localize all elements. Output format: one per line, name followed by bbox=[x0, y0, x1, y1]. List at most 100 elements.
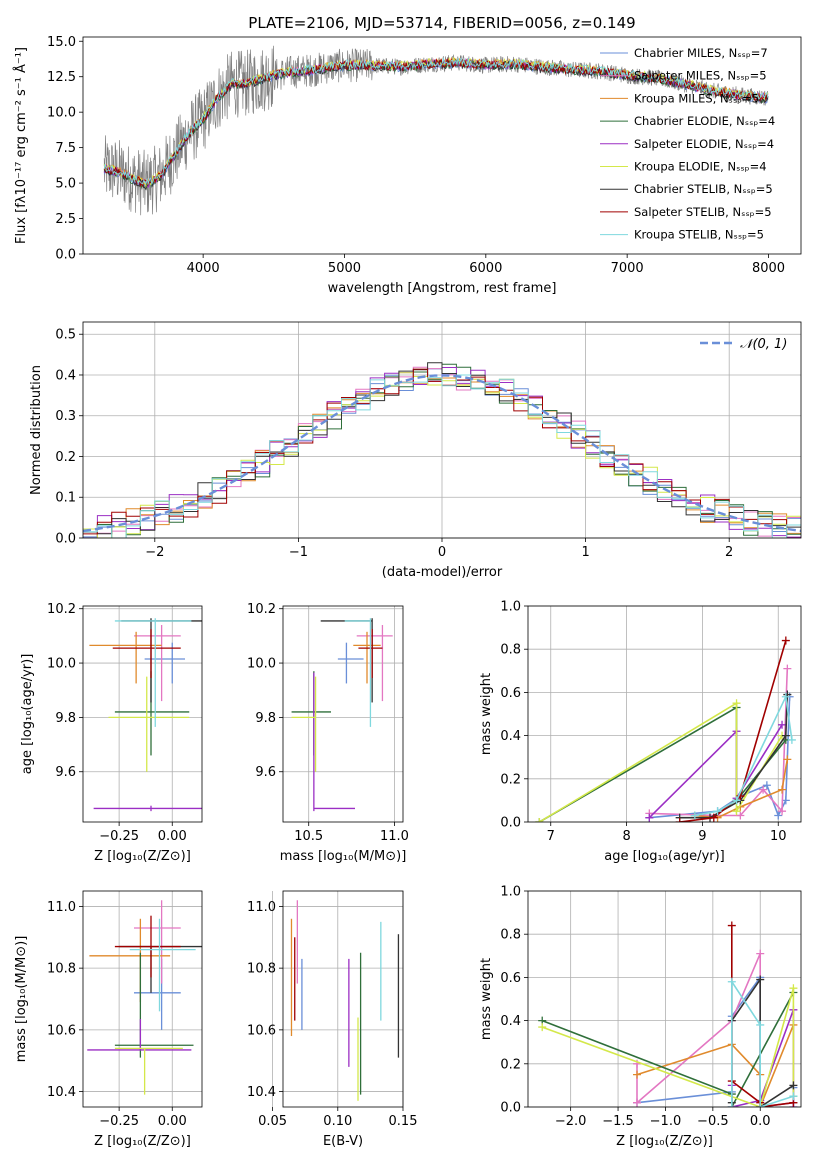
weight-marker bbox=[789, 1081, 798, 1090]
plot-content bbox=[290, 900, 400, 1101]
x-tick-label: −1.5 bbox=[602, 1114, 634, 1129]
y-tick-label: 0.8 bbox=[500, 928, 521, 943]
plot-content bbox=[291, 618, 393, 812]
y-tick-label: 0.3 bbox=[55, 409, 76, 424]
x-axis-label: Z [log₁₀(Z/Z⊙)] bbox=[94, 1134, 191, 1149]
y-tick-label: 0.2 bbox=[55, 450, 76, 465]
x-axis-label: Z [log₁₀(Z/Z⊙)] bbox=[616, 1134, 713, 1149]
y-tick-label: 1.0 bbox=[500, 885, 521, 900]
weight-marker bbox=[727, 977, 736, 986]
weight-marker bbox=[756, 1020, 765, 1029]
x-tick-label: 0.00 bbox=[158, 829, 187, 844]
y-tick-label: 0.4 bbox=[500, 729, 521, 744]
chart-title: PLATE=2106, MJD=53714, FIBERID=0056, z=0… bbox=[248, 14, 635, 32]
axes-frame bbox=[82, 36, 802, 255]
x-axis-label: age [log₁₀(age/yr)] bbox=[604, 849, 725, 864]
y-tick-label: 0.0 bbox=[55, 532, 76, 547]
plot-content bbox=[83, 362, 801, 538]
y-tick-label: 10.6 bbox=[247, 1023, 276, 1038]
y-tick-label: 0.6 bbox=[500, 971, 521, 986]
y-tick-label: 0.4 bbox=[500, 1014, 521, 1029]
ebv-mass-panel: 0.05 0.10 0.15 10.4 10.6 10.8 11.0 E(B-V) bbox=[247, 890, 418, 1149]
weight-series-line bbox=[679, 640, 787, 822]
x-tick-label: 7000 bbox=[611, 261, 644, 276]
x-tick-label: 2 bbox=[725, 545, 733, 560]
weight-marker bbox=[690, 811, 699, 820]
weight-marker bbox=[789, 1092, 798, 1101]
legend-label: Chabrier ELODIE, Nₛₛₚ=4 bbox=[634, 114, 775, 128]
x-tick-label: 0.15 bbox=[389, 1114, 418, 1129]
x-tick-label: 0.0 bbox=[750, 1114, 771, 1129]
y-axis-label: mass weight bbox=[479, 958, 494, 1040]
axes-frame bbox=[82, 890, 203, 1108]
y-tick-label: 0.2 bbox=[500, 1057, 521, 1072]
y-tick-label: 0.6 bbox=[500, 686, 521, 701]
x-tick-label: −0.25 bbox=[99, 829, 139, 844]
weight-marker bbox=[759, 785, 768, 794]
legend-label: Kroupa ELODIE, Nₛₛₚ=4 bbox=[634, 160, 767, 174]
legend-label: Kroupa STELIB, Nₛₛₚ=5 bbox=[634, 228, 764, 242]
weight-marker bbox=[727, 921, 736, 930]
x-tick-label: 0.10 bbox=[323, 1114, 352, 1129]
y-tick-label: 0.8 bbox=[500, 643, 521, 658]
legend-label: Salpeter MILES, Nₛₛₚ=5 bbox=[634, 69, 767, 83]
legend-label: Salpeter STELIB, Nₛₛₚ=5 bbox=[634, 205, 772, 219]
weight-marker bbox=[633, 1070, 642, 1079]
legend: 𝒩(0, 1) bbox=[700, 337, 787, 352]
weight-marker bbox=[789, 984, 798, 993]
weight-marker bbox=[727, 1103, 736, 1107]
x-tick-label: 8000 bbox=[752, 261, 785, 276]
x-axis-label: mass [log₁₀(M/M⊙)] bbox=[280, 849, 407, 864]
x-tick-label: −0.25 bbox=[99, 1114, 139, 1129]
z-age-panel: −0.25 0.00 9.6 9.8 10.0 10.2 Z [log₁₀(Z/Z⊙)] ag… bbox=[20, 602, 203, 864]
y-tick-label: 15.0 bbox=[47, 35, 76, 50]
y-tick-label: 10.2 bbox=[247, 602, 276, 617]
x-tick-label: 5000 bbox=[328, 261, 361, 276]
weight-marker bbox=[732, 699, 741, 708]
y-axis-label: Normed distribution bbox=[29, 365, 44, 495]
y-tick-label: 10.8 bbox=[247, 962, 276, 977]
y-tick-label: 0.5 bbox=[55, 328, 76, 343]
y-tick-label: 10.0 bbox=[47, 657, 76, 672]
weight-marker bbox=[732, 796, 741, 805]
weight-marker bbox=[756, 949, 765, 958]
legend-label: 𝒩(0, 1) bbox=[740, 337, 787, 352]
weight-marker bbox=[675, 818, 684, 822]
weight-marker bbox=[787, 735, 796, 744]
x-tick-label: 9 bbox=[698, 829, 706, 844]
mass-age-panel: 10.5 11.0 9.6 9.8 10.0 10.2 mass [log₁₀(M/M⊙)] bbox=[247, 602, 409, 864]
y-tick-label: 5.0 bbox=[55, 177, 76, 192]
weight-marker bbox=[778, 807, 787, 816]
x-axis-label: Z [log₁₀(Z/Z⊙)] bbox=[94, 849, 191, 864]
y-tick-label: 10.0 bbox=[47, 106, 76, 121]
z-weight-panel: −2.0 −1.5 −1.0 −0.5 0.0 0.0 0.2 0.4 0.6 0.8 1.0 Z [… bbox=[479, 885, 802, 1149]
x-tick-label: 10.5 bbox=[294, 829, 323, 844]
y-tick-label: 0.4 bbox=[55, 368, 76, 383]
x-tick-label: 6000 bbox=[469, 261, 502, 276]
y-tick-label: 10.4 bbox=[247, 1085, 276, 1100]
x-tick-label: −0.5 bbox=[697, 1114, 729, 1129]
y-tick-label: 0.1 bbox=[55, 491, 76, 506]
x-tick-label: −2.0 bbox=[555, 1114, 587, 1129]
y-tick-label: 10.8 bbox=[47, 962, 76, 977]
x-tick-label: −2 bbox=[145, 545, 164, 560]
y-tick-label: 9.8 bbox=[255, 711, 276, 726]
weight-marker bbox=[778, 720, 787, 729]
axes-frame bbox=[82, 321, 802, 539]
x-tick-label: 10 bbox=[770, 829, 787, 844]
axes-frame bbox=[282, 605, 404, 823]
y-tick-label: 9.8 bbox=[55, 711, 76, 726]
y-tick-label: 1.0 bbox=[500, 600, 521, 615]
weight-marker bbox=[781, 636, 790, 645]
histogram-step-line bbox=[83, 362, 801, 535]
model-spectrum-line bbox=[103, 57, 769, 186]
weight-marker bbox=[736, 811, 745, 820]
y-tick-label: 0.0 bbox=[500, 816, 521, 831]
x-tick-label: 7 bbox=[547, 829, 555, 844]
legend-label: Chabrier STELIB, Nₛₛₚ=5 bbox=[634, 182, 773, 196]
weight-marker bbox=[781, 731, 790, 740]
y-tick-label: 10.0 bbox=[247, 657, 276, 672]
y-tick-label: 9.6 bbox=[55, 765, 76, 780]
axes-frame bbox=[527, 605, 802, 823]
